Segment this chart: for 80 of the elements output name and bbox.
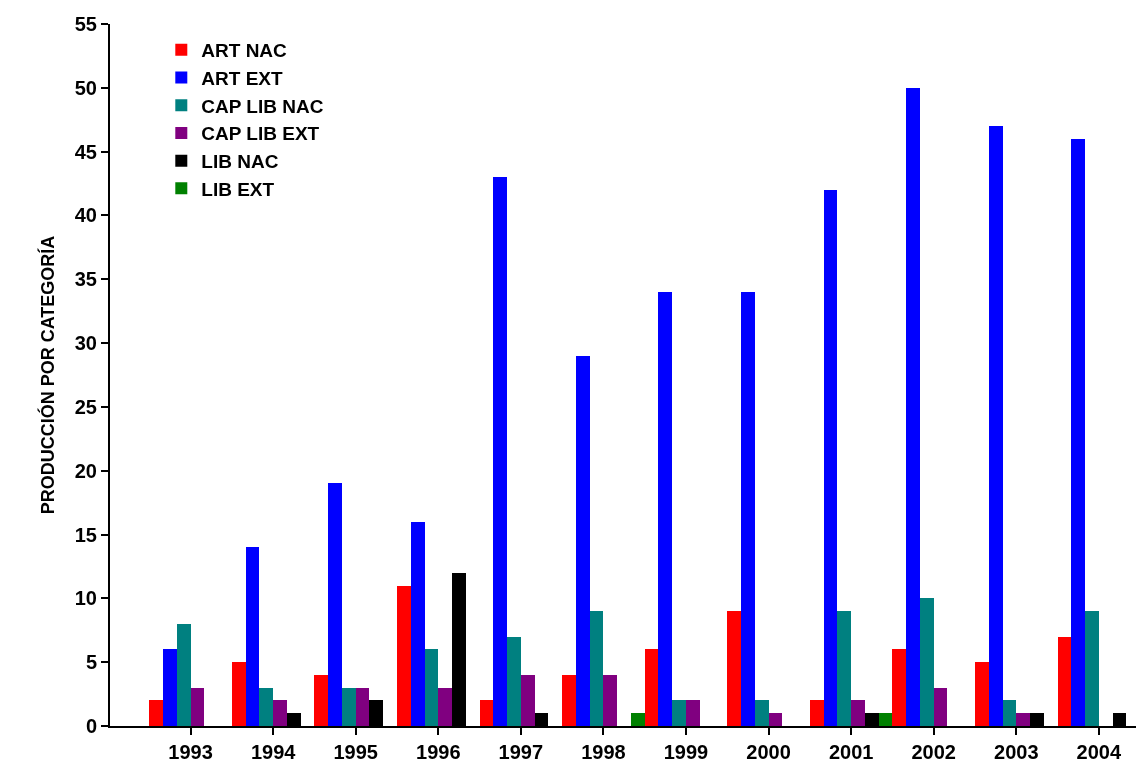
bar [191,688,204,726]
x-tick-label: 1999 [663,741,709,763]
bar [438,688,452,726]
bar [149,700,163,726]
x-tick-label: 2001 [828,741,874,763]
bar [259,688,273,726]
bar [672,700,686,726]
bar [1071,139,1085,726]
bar [934,688,947,726]
x-tick-label: 2003 [994,741,1039,763]
bar [576,356,590,726]
bar [824,190,837,726]
y-axis-title: PRODUCCIÓN POR CATEGORÍA [37,235,59,515]
legend-label: ART NAC [201,40,288,62]
bar [975,662,989,726]
y-tick-label: 5 [85,651,97,674]
bar [1003,700,1016,726]
bar [356,688,369,726]
y-tick-label: 25 [74,395,97,418]
x-tick-label: 1997 [498,741,544,763]
bar [1058,637,1071,726]
y-tick-label: 15 [74,523,97,546]
bar [769,713,782,726]
y-tick-label: 20 [74,459,97,482]
y-tick-label: 55 [74,13,97,35]
legend-label: LIB NAC [201,151,279,173]
bar [892,649,906,726]
x-tick-label: 2002 [911,741,956,763]
x-tick-label: 1993 [168,741,213,763]
x-tick-label: 2004 [1076,741,1122,763]
bar [645,649,658,726]
x-tick-label: 1994 [250,741,297,763]
bar [658,292,672,726]
y-tick-label: 10 [74,587,97,610]
bar [851,700,865,726]
bar [727,611,741,726]
bar [590,611,603,726]
bar [397,586,411,726]
x-tick-label: 2000 [746,741,791,763]
bar [755,700,769,726]
x-tick-label: 1996 [416,741,461,763]
y-tick-label: 0 [85,715,97,737]
y-tick-label: 40 [74,204,97,227]
y-tick-label: 30 [74,332,97,355]
bar [163,649,177,726]
bar [507,637,521,726]
legend-label: CAP LIB NAC [201,95,324,117]
y-tick-label: 50 [74,76,97,99]
bar [631,713,645,726]
bar [425,649,438,726]
bar [603,675,617,726]
legend-label: ART EXT [201,67,283,89]
bar [810,700,824,726]
bar [741,292,755,726]
bar [562,675,576,726]
bar [493,177,507,726]
bar [879,713,892,726]
y-tick-label: 45 [74,140,97,163]
bar [837,611,851,726]
bar [906,88,920,726]
x-tick-label: 1998 [581,741,626,763]
x-tick-label: 1995 [333,741,378,763]
legend-label: LIB EXT [201,178,275,200]
bar [177,624,191,726]
bar [521,675,535,726]
bar [920,598,934,726]
bar [686,700,700,726]
bar [273,700,287,726]
bar [314,675,328,726]
bar [1016,713,1030,726]
legend-label: CAP LIB EXT [201,123,320,145]
bar [342,688,356,726]
y-tick-label: 35 [74,268,97,291]
bar [989,126,1003,726]
bar [246,547,259,726]
bar [411,522,425,726]
bar [480,700,493,726]
bar [1085,611,1099,726]
bar [232,662,246,726]
bar [328,483,342,726]
